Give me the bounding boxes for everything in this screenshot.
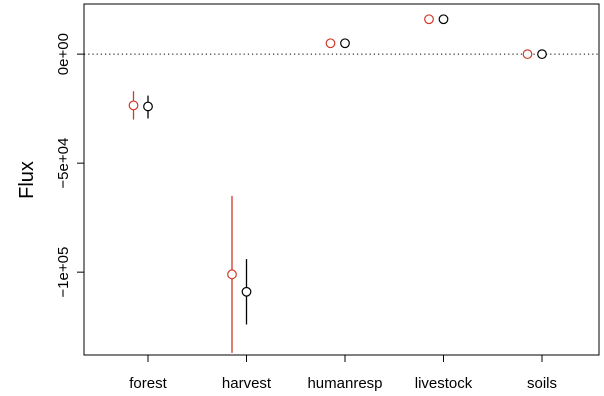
x-tick-label: humanresp xyxy=(307,375,382,392)
data-point xyxy=(438,14,449,25)
data-point xyxy=(241,286,252,297)
x-tick-label: forest xyxy=(129,375,167,392)
x-tick-label: harvest xyxy=(222,375,272,392)
x-tick-label: soils xyxy=(527,375,557,392)
data-point xyxy=(340,38,350,49)
plot-frame xyxy=(83,3,600,356)
data-marks xyxy=(128,14,547,353)
y-axis-label: Flux xyxy=(16,161,38,199)
y-tick-label: −1e+05 xyxy=(55,247,72,298)
x-axis: forest harvest humanresp livestock soils xyxy=(129,355,557,392)
data-point xyxy=(537,49,547,60)
data-point xyxy=(128,100,139,111)
data-point xyxy=(227,269,237,280)
data-point xyxy=(424,14,434,25)
x-tick-label: livestock xyxy=(415,375,473,392)
y-axis: 0e+00 −5e+04 −1e+05 xyxy=(55,33,84,298)
y-tick-label: 0e+00 xyxy=(55,33,72,75)
data-point xyxy=(325,38,336,49)
y-tick-label: −5e+04 xyxy=(55,138,72,189)
data-point xyxy=(143,101,153,112)
data-point xyxy=(522,49,533,60)
